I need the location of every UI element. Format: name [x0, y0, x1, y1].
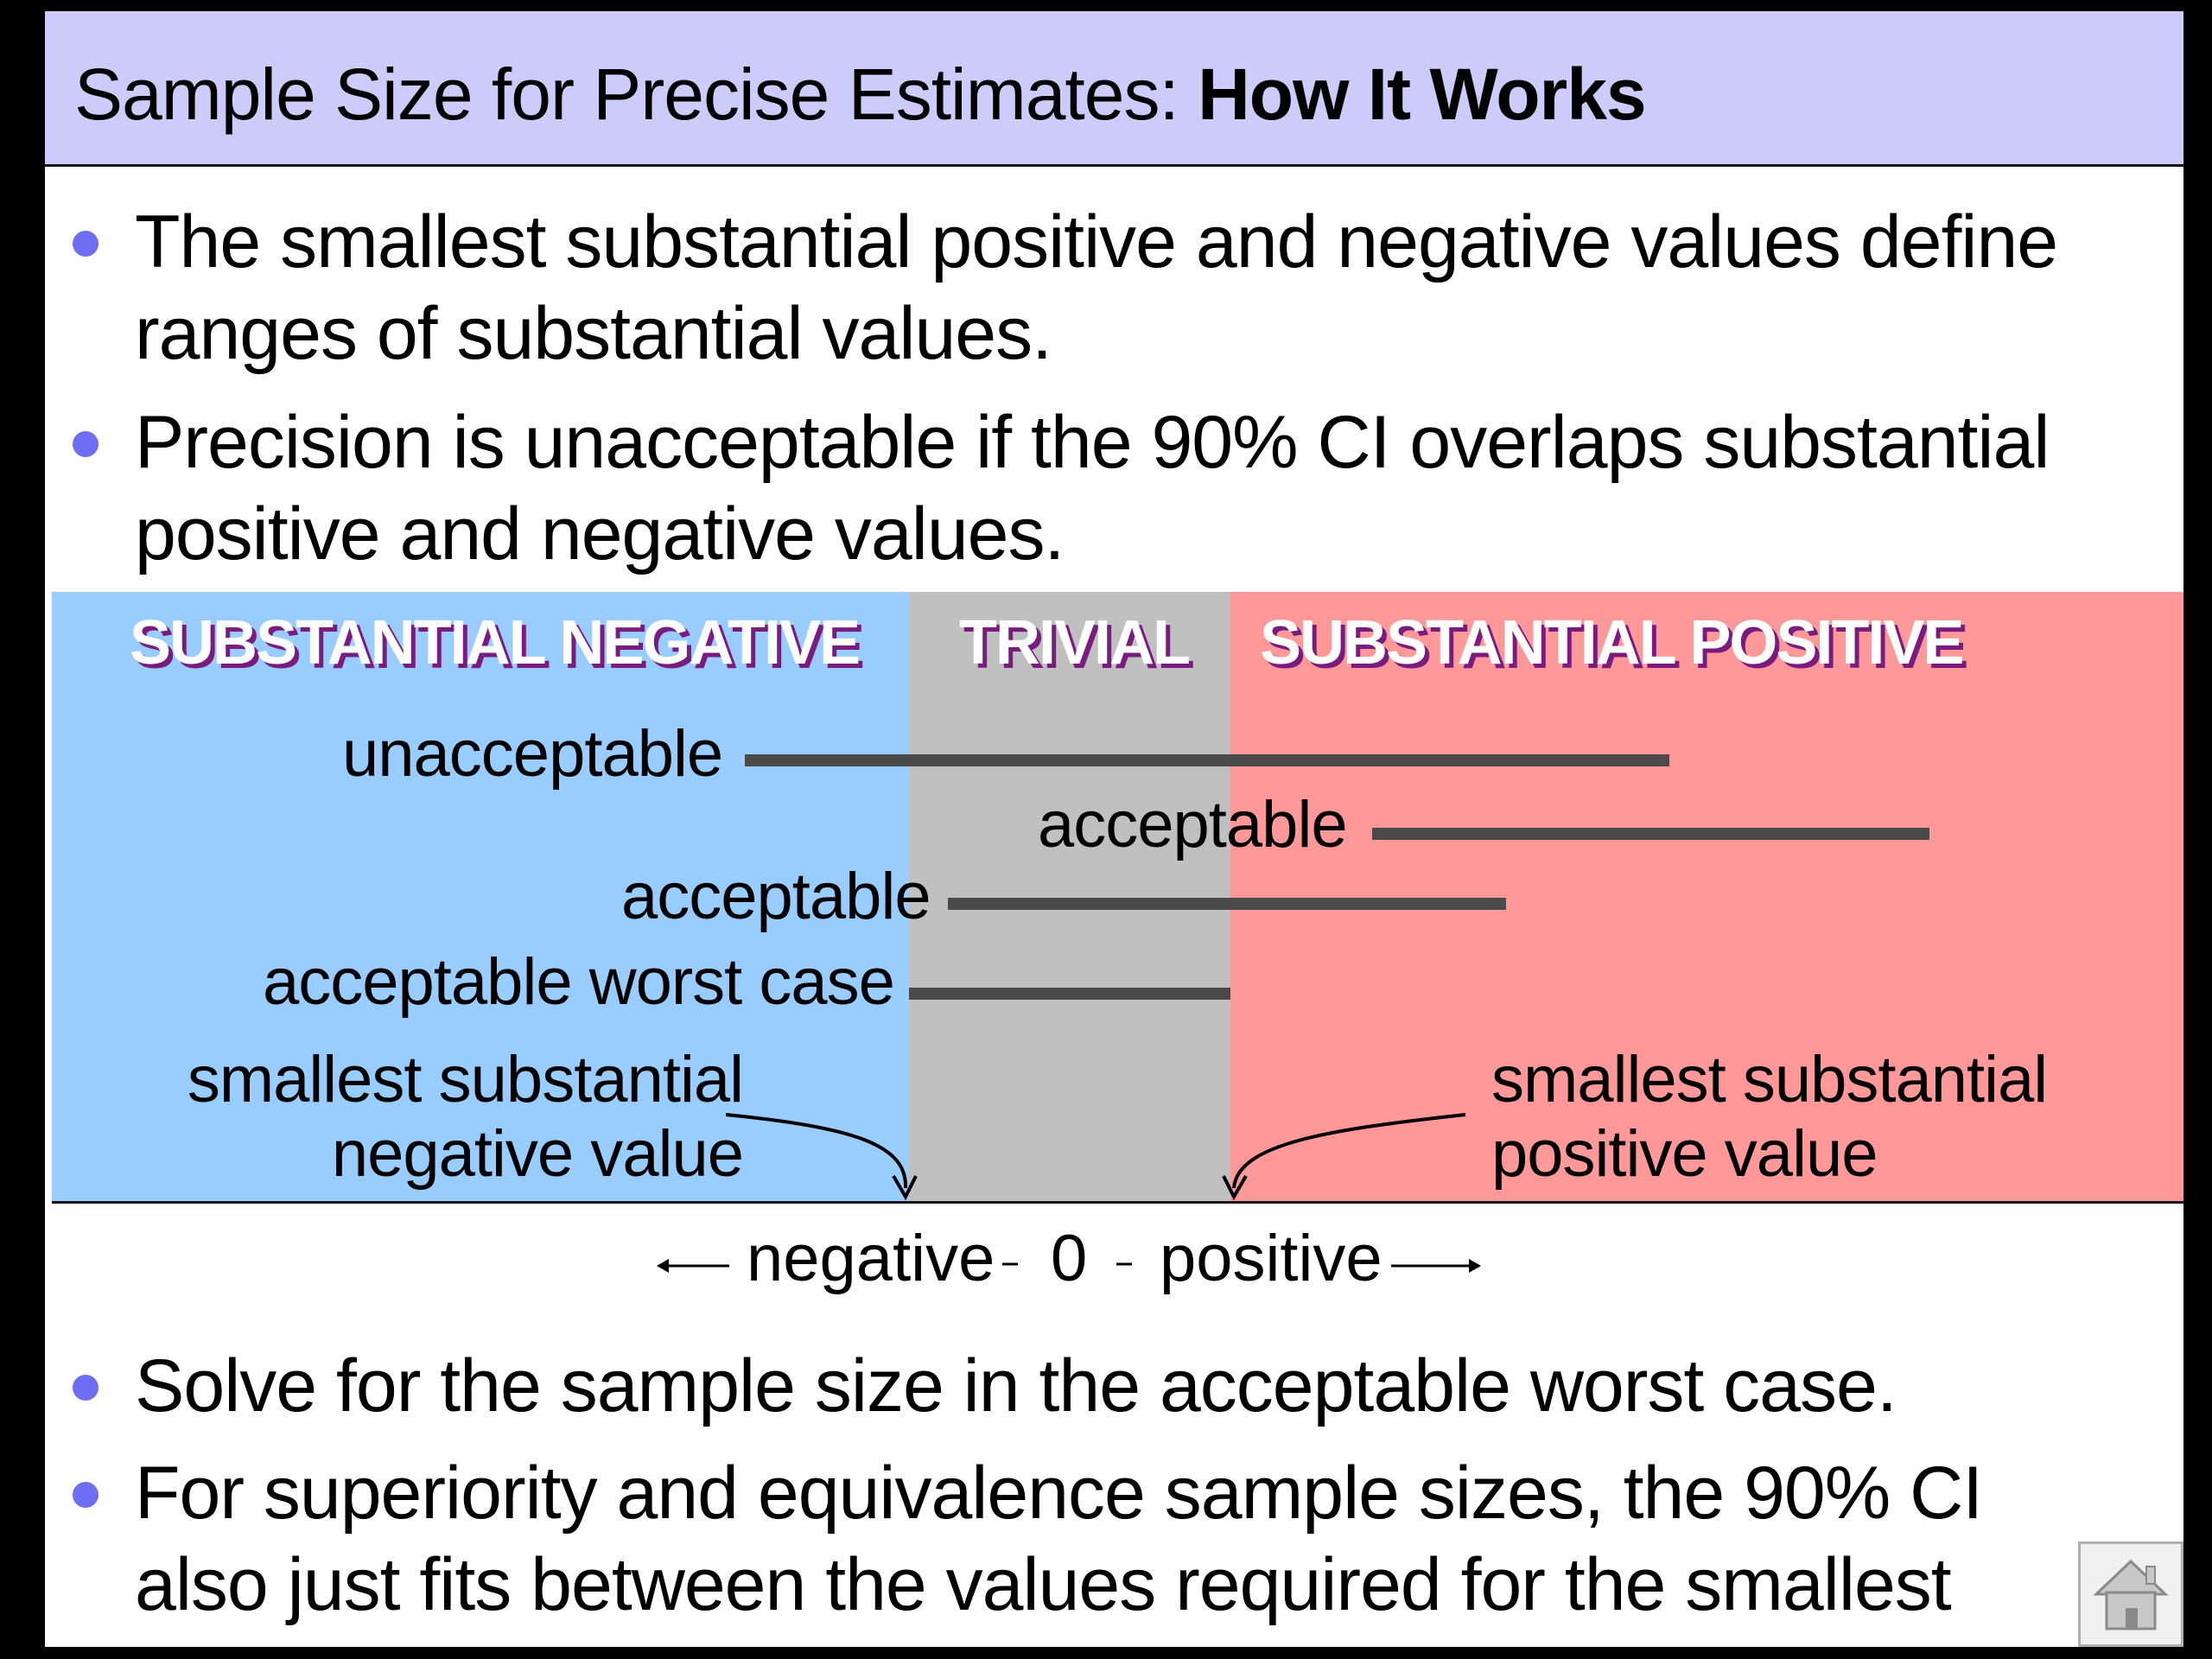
ci-bar-worst-case: [909, 988, 1230, 1000]
ci-bar-acceptable-straddle: [948, 898, 1506, 910]
home-button[interactable]: [2078, 1541, 2183, 1647]
region-label-trivial: TRIVIAL: [959, 608, 1191, 677]
axis-arrows: [657, 1259, 1481, 1273]
region-label-positive: SUBSTANTIAL POSITIVE: [1260, 608, 1964, 677]
slide: Sample Size for Precise Estimates: How I…: [45, 11, 2183, 1647]
region-substantial-positive: [1230, 592, 2183, 1201]
arrow-head-negative: [892, 1174, 918, 1201]
slide-title: Sample Size for Precise Estimates: How I…: [74, 53, 1647, 137]
arrow-head-positive: [1222, 1174, 1248, 1201]
axis-label-zero: 0: [1051, 1222, 1088, 1295]
title-bold: How It Works: [1198, 54, 1646, 135]
region-label-negative: SUBSTANTIAL NEGATIVE: [130, 608, 861, 677]
arrow-positive-threshold: [1232, 1113, 1466, 1189]
row-label-worst-case: acceptable worst case: [263, 945, 895, 1019]
bullet-text: The smallest substantial positive and ne…: [135, 200, 2058, 375]
bullet-dot: [73, 1375, 99, 1401]
value-axis: negative 0 positive: [45, 1221, 2183, 1307]
bullet-dot: [73, 1482, 99, 1508]
bullet-text: Precision is unacceptable if the 90% CI …: [135, 401, 2050, 575]
region-trivial: [909, 592, 1230, 1201]
ci-bar-unacceptable: [745, 754, 1669, 766]
row-label-acceptable-straddle: acceptable: [621, 860, 931, 933]
bullet-text: Solve for the sample size in the accepta…: [135, 1344, 1897, 1427]
row-label-unacceptable: unacceptable: [342, 717, 723, 791]
title-bar: Sample Size for Precise Estimates: How I…: [45, 11, 2183, 167]
axis-label-negative: negative: [747, 1222, 995, 1295]
home-icon: [2093, 1559, 2169, 1630]
bullet-dot: [73, 231, 99, 257]
bullet-dot: [73, 431, 99, 457]
annotation-positive-threshold: smallest substantial positive value: [1491, 1043, 2048, 1191]
title-prefix: Sample Size for Precise Estimates:: [74, 54, 1198, 135]
row-label-acceptable-positive: acceptable: [1038, 788, 1348, 861]
precision-diagram: SUBSTANTIAL NEGATIVE TRIVIAL SUBSTANTIAL…: [52, 592, 2183, 1204]
region-substantial-negative: [52, 592, 909, 1201]
arrow-negative-threshold: [725, 1113, 908, 1189]
threshold-arrows: [725, 1113, 1466, 1201]
axis-label-positive: positive: [1160, 1222, 1382, 1295]
annotation-negative-threshold: smallest substantial negative value: [187, 1043, 744, 1191]
ci-bar-acceptable-positive: [1372, 828, 1929, 840]
bullet-text: For superiority and equivalence sample s…: [135, 1452, 1983, 1647]
